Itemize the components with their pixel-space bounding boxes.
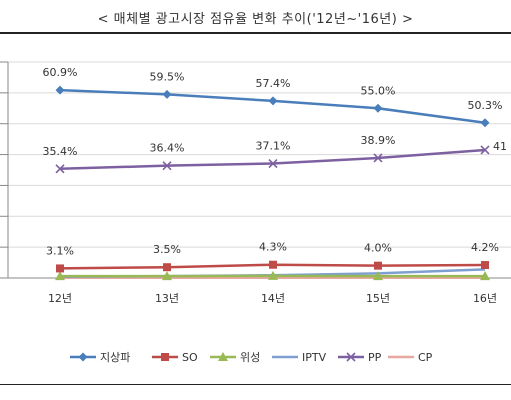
legend-item: IPTV (272, 351, 327, 364)
data-point (218, 352, 228, 361)
x-tick-labels: 12년 13년 14년 15년 16년 (48, 292, 497, 305)
legend-item: CP (388, 351, 433, 364)
data-label: 38.9% (361, 134, 396, 147)
series-1 (56, 260, 489, 273)
x-tick-label: 13년 (155, 292, 179, 305)
data-point (373, 153, 383, 163)
data-point (56, 264, 64, 273)
data-label: 41 (493, 140, 507, 153)
data-point (162, 161, 172, 171)
legend-label: CP (418, 351, 433, 364)
data-point (161, 353, 169, 361)
series-4 (55, 145, 490, 174)
series-lines (55, 85, 490, 281)
legend-label: 위성 (240, 351, 260, 364)
data-label: 3.1% (46, 244, 74, 257)
data-label: 37.1% (256, 140, 291, 153)
data-label: 50.3% (468, 99, 503, 112)
gridlines (0, 61, 511, 248)
bottom-rule (0, 384, 511, 385)
data-point (480, 271, 490, 281)
data-point (268, 270, 278, 280)
series-0 (55, 85, 490, 128)
data-label: 4.0% (364, 242, 392, 255)
x-tick-label: 14년 (261, 292, 285, 305)
data-point (373, 271, 383, 281)
series-line (59, 88, 486, 125)
data-point (269, 260, 277, 269)
legend-item: 지상파 (70, 351, 130, 364)
data-point (55, 164, 65, 174)
data-label: 60.9% (43, 66, 78, 79)
series-line (59, 148, 486, 171)
data-point (480, 145, 490, 155)
axes (0, 62, 511, 279)
data-label: 3.5% (153, 243, 181, 256)
data-label: 55.0% (361, 84, 396, 97)
data-label: 35.4% (43, 145, 78, 158)
data-point (78, 352, 88, 362)
data-point (55, 271, 65, 281)
data-point (374, 261, 382, 270)
legend-item: SO (152, 351, 198, 364)
legend: 지상파 SO 위성 IPTV PP CP (70, 351, 433, 364)
data-point (268, 158, 278, 169)
legend-item: PP (338, 351, 382, 364)
data-point (162, 89, 172, 99)
legend-item: 위성 (210, 351, 260, 364)
x-tick-label: 16년 (473, 292, 497, 305)
legend-label: IPTV (302, 351, 327, 364)
series-2 (55, 270, 490, 281)
legend-label: 지상파 (100, 351, 130, 364)
data-label: 4.2% (471, 241, 499, 254)
data-point (55, 85, 65, 95)
data-labels: 60.9% 59.5% 57.4% 55.0% 50.3% 3.1% 3.5% 4.3% 4.0… (43, 66, 507, 257)
legend-label: SO (182, 351, 198, 364)
data-point (480, 118, 490, 128)
data-label: 57.4% (256, 77, 291, 90)
data-point (373, 103, 383, 113)
chart-title: < 매체별 광고시장 점유율 변화 추이('12년~'16년) > (97, 12, 414, 27)
data-label: 36.4% (150, 142, 185, 155)
data-point (163, 263, 171, 272)
data-point (346, 352, 356, 362)
x-tick-label: 15년 (366, 292, 390, 305)
data-point (481, 261, 489, 270)
data-label: 4.3% (259, 241, 287, 254)
legend-label: PP (368, 351, 382, 364)
data-point (162, 271, 172, 281)
x-tick-label: 12년 (48, 292, 72, 305)
top-rule (0, 32, 511, 34)
data-point (268, 96, 278, 106)
data-label: 59.5% (150, 70, 185, 83)
